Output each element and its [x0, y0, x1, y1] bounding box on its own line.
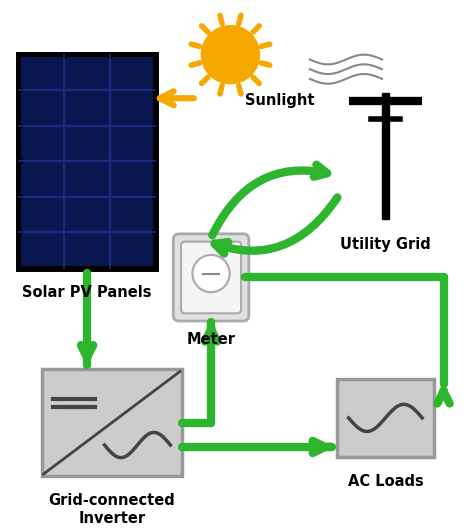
Bar [66, 198, 108, 230]
Bar [382, 94, 389, 219]
Circle shape [192, 255, 230, 292]
Bar [111, 128, 153, 159]
Bar [111, 198, 153, 230]
Bar [111, 163, 153, 195]
Bar [111, 56, 153, 88]
Bar [337, 379, 434, 456]
Text: Utility Grid: Utility Grid [340, 237, 431, 252]
FancyBboxPatch shape [181, 242, 241, 313]
Bar [66, 234, 108, 266]
Text: Solar PV Panels: Solar PV Panels [22, 285, 152, 300]
Bar [66, 128, 108, 159]
Bar [111, 234, 153, 266]
Bar [21, 163, 63, 195]
Bar [21, 56, 63, 88]
Bar [21, 198, 63, 230]
Circle shape [201, 26, 259, 84]
Text: Sunlight: Sunlight [245, 94, 314, 109]
Bar [66, 56, 108, 88]
Bar [19, 55, 155, 268]
Bar [111, 92, 153, 124]
Text: AC Loads: AC Loads [347, 474, 423, 489]
FancyBboxPatch shape [173, 234, 249, 321]
Bar [21, 234, 63, 266]
Bar [42, 369, 182, 476]
Bar [21, 92, 63, 124]
Bar [21, 128, 63, 159]
Text: Meter: Meter [187, 331, 236, 347]
Bar [66, 92, 108, 124]
Bar [66, 163, 108, 195]
Text: Grid-connected
Inverter: Grid-connected Inverter [48, 494, 175, 526]
